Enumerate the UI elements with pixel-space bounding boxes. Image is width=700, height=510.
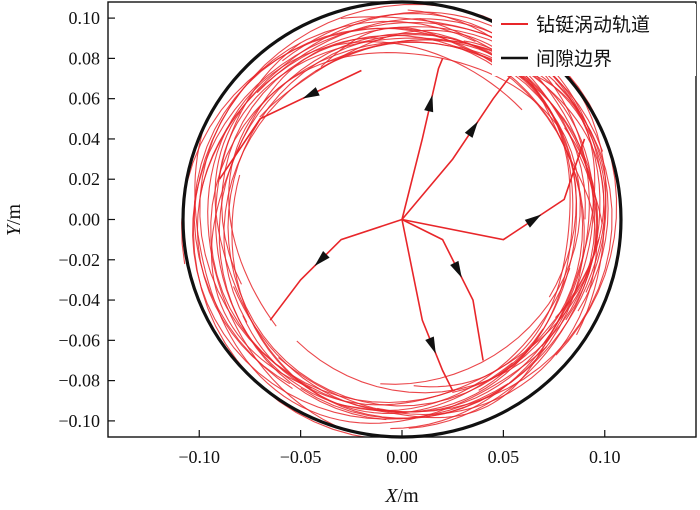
orbit-trace — [413, 45, 571, 388]
orbit-trace — [228, 52, 564, 327]
orbit-trace — [192, 21, 604, 420]
orbit-trace — [214, 111, 513, 414]
orbit-trace — [207, 41, 523, 432]
x-tick-label: 0.10 — [589, 447, 621, 467]
y-tick-label: −0.10 — [58, 411, 100, 431]
orbit-trace — [223, 41, 581, 385]
direction-arrow — [464, 121, 478, 138]
orbit-traces — [181, 3, 618, 437]
y-tick-label: −0.02 — [58, 250, 100, 270]
orbit-trace — [193, 27, 584, 394]
y-tick-label: 0.04 — [69, 129, 101, 149]
orbit-trace — [320, 26, 586, 126]
whirl-path — [401, 57, 525, 221]
whirl-path — [401, 218, 484, 361]
legend: 钻铤涡动轨道 间隙边界 — [492, 4, 696, 76]
y-axis-label: Y/m — [3, 203, 25, 236]
x-tick-label: −0.10 — [178, 447, 220, 467]
orbit-trace — [181, 27, 596, 394]
orbit-trace — [231, 66, 607, 419]
direction-arrow — [524, 214, 542, 228]
x-tick-label: 0.00 — [386, 447, 418, 467]
y-tick-label: 0.08 — [69, 48, 101, 68]
x-tick-label: 0.05 — [488, 447, 520, 467]
y-tick-label: 0.02 — [69, 169, 101, 189]
x-axis-ticks: −0.10 −0.05 0.00 0.05 0.10 — [178, 430, 621, 467]
orbit-trace — [210, 37, 384, 389]
y-tick-label: −0.08 — [58, 371, 100, 391]
direction-arrow — [314, 251, 330, 267]
direction-arrow — [450, 260, 462, 278]
y-tick-label: 0.00 — [69, 210, 101, 230]
y-tick-label: −0.06 — [58, 330, 100, 350]
y-axis-ticks: 0.10 0.08 0.06 0.04 0.02 0.00 −0.02 −0.04 −0.06 −… — [58, 8, 115, 431]
x-axis-label: X/m — [384, 485, 419, 507]
orbit-trace — [338, 236, 600, 419]
y-tick-label: 0.06 — [69, 89, 101, 109]
y-tick-label: 0.10 — [69, 8, 101, 28]
direction-arrow — [425, 336, 436, 354]
orbit-trace — [340, 16, 596, 347]
whirl-path — [269, 218, 403, 321]
whirl-path — [401, 138, 586, 241]
orbit-trace — [218, 37, 607, 293]
orbit-trace — [194, 124, 548, 424]
legend-box — [492, 4, 696, 76]
orbit-trace — [199, 20, 613, 413]
direction-arrow — [424, 94, 434, 113]
orbit-trace — [259, 29, 603, 225]
x-tick-label: −0.05 — [280, 447, 322, 467]
legend-label-boundary: 间隙边界 — [536, 48, 612, 70]
y-tick-label: −0.04 — [58, 290, 100, 310]
whirl-path — [218, 69, 362, 180]
legend-label-orbit: 钻铤涡动轨道 — [536, 14, 650, 36]
direction-arrows — [302, 87, 542, 354]
direction-arrow — [302, 87, 320, 99]
